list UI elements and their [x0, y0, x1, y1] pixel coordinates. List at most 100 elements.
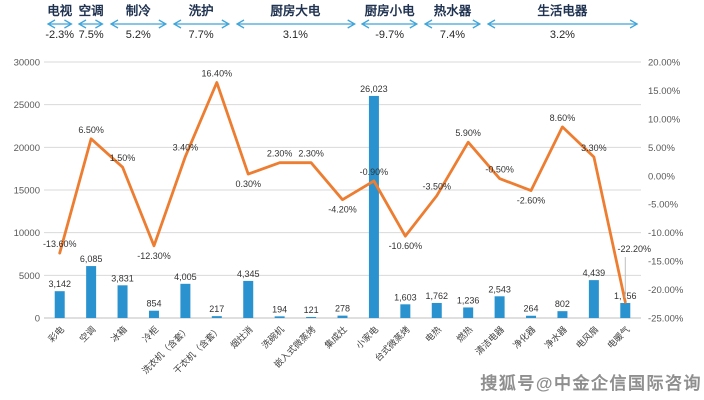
x-axis-category-label: 小家电 — [353, 324, 380, 351]
left-axis-tick-label: 10000 — [14, 228, 40, 239]
x-axis-category-label: 烟灶消 — [228, 324, 255, 351]
bar-value-label: 1,762 — [425, 291, 448, 301]
line-value-label: 1.50% — [110, 153, 136, 163]
line-value-label: 0.30% — [235, 179, 261, 189]
right-axis-tick-label: -25.00% — [648, 314, 684, 325]
bar — [274, 316, 285, 318]
category-band: 厨房大电 3.1% — [233, 4, 359, 52]
range-arrow-icon — [235, 19, 356, 29]
bar-value-label: 26,023 — [360, 84, 388, 94]
bar-value-label: 121 — [304, 305, 319, 315]
bar — [526, 315, 537, 318]
x-axis-category-label: 清洁电器 — [473, 324, 506, 357]
bar-value-label: 854 — [146, 299, 161, 309]
bar-value-label: 217 — [209, 304, 224, 314]
range-arrow-icon — [360, 19, 419, 29]
line-value-label: -12.30% — [137, 251, 171, 261]
line-value-label: -4.20% — [328, 205, 357, 215]
line-value-label: 16.40% — [202, 68, 233, 78]
x-axis-category-label: 电热 — [423, 324, 444, 345]
category-band-growth: 3.2% — [549, 29, 575, 41]
category-band: 生活电器 3.2% — [484, 4, 641, 52]
category-band-label: 热水器 — [433, 4, 472, 18]
category-band-growth: 3.1% — [282, 29, 308, 41]
bar-value-label: 6,085 — [80, 254, 103, 264]
bar — [117, 285, 128, 318]
right-axis-tick-label: 15.00% — [648, 86, 681, 97]
bar-value-label: 2,543 — [488, 284, 511, 294]
category-band: 电视 -2.3% — [44, 4, 75, 52]
bar — [148, 310, 159, 318]
category-band-label: 空调 — [78, 4, 104, 18]
category-band-label: 电视 — [47, 4, 73, 18]
line-value-label: -2.60% — [517, 196, 546, 206]
category-band-label: 生活电器 — [537, 4, 588, 18]
right-axis-tick-label: -5.00% — [648, 200, 679, 211]
category-band-growth: 7.4% — [439, 29, 465, 41]
line-value-label: -0.50% — [485, 165, 514, 175]
left-axis-tick-label: 5000 — [19, 271, 40, 282]
range-arrow-icon — [78, 19, 105, 29]
bar — [211, 316, 222, 318]
line-value-label: -3.50% — [422, 182, 451, 192]
x-axis-category-label: 电暖气 — [605, 324, 632, 351]
line-value-label: -22.20% — [618, 244, 652, 254]
bar-value-label: 802 — [555, 299, 570, 309]
bar — [180, 283, 191, 318]
category-band-growth: -9.7% — [375, 29, 404, 41]
line-value-label: -0.90% — [360, 167, 389, 177]
bar-value-label: 4,345 — [237, 269, 260, 279]
range-arrow-icon — [46, 19, 73, 29]
bar-value-label: 1,603 — [394, 292, 417, 302]
x-axis-category-label: 净水器 — [542, 324, 569, 351]
x-axis-category-label: 空调 — [77, 324, 98, 345]
line-value-label: 3.40% — [173, 142, 199, 152]
line-value-label: 3.30% — [581, 143, 607, 153]
right-axis-tick-label: -10.00% — [648, 228, 684, 239]
line-value-label: 2.30% — [267, 149, 293, 159]
category-band: 热水器 7.4% — [421, 4, 484, 52]
x-axis-category-label: 净化器 — [511, 324, 538, 351]
category-band-label: 厨房大电 — [270, 4, 321, 18]
range-arrow-icon — [486, 19, 639, 29]
category-band-label: 厨房小电 — [364, 4, 415, 18]
bar — [54, 291, 65, 318]
x-axis-category-label: 洗碗机 — [259, 324, 286, 351]
bar — [368, 95, 379, 318]
category-band: 空调 7.5% — [75, 4, 106, 52]
category-band: 制冷 5.2% — [107, 4, 170, 52]
bar — [243, 280, 254, 318]
range-arrow-icon — [172, 19, 230, 29]
category-band-label: 洗护 — [188, 4, 214, 18]
line-value-label: 2.30% — [298, 149, 324, 159]
bar-value-label: 3,142 — [48, 279, 71, 289]
right-axis-tick-label: -20.00% — [648, 285, 684, 296]
category-band-growth: 5.2% — [125, 29, 151, 41]
bar-value-label: 278 — [335, 304, 350, 314]
right-axis-tick-label: 0.00% — [648, 171, 675, 182]
bar — [337, 315, 348, 318]
growth-line — [58, 81, 627, 304]
bar — [86, 266, 97, 318]
bar — [557, 311, 568, 318]
right-axis-tick-label: 10.00% — [648, 114, 681, 125]
x-axis-category-label: 电风扇 — [573, 324, 600, 351]
range-arrow-icon — [109, 19, 167, 29]
left-axis-tick-label: 15000 — [14, 186, 40, 197]
range-arrow-icon — [423, 19, 482, 29]
left-axis-tick-label: 20000 — [14, 143, 40, 154]
line-value-label: -10.60% — [389, 241, 423, 251]
x-axis-category-label: 集成灶 — [322, 324, 349, 351]
category-band-growth: -2.3% — [45, 29, 75, 41]
x-axis-category-label: 燃热 — [454, 324, 475, 345]
watermark: 搜狐号@中金企信国际咨询 — [480, 374, 702, 393]
category-band-growth: 7.5% — [78, 29, 104, 41]
bar-value-label: 1,236 — [457, 295, 480, 305]
right-axis-tick-label: 5.00% — [648, 143, 675, 154]
category-band: 洗护 7.7% — [170, 4, 233, 52]
bar-value-label: 4,005 — [174, 272, 197, 282]
bar-value-label: 4,439 — [583, 268, 606, 278]
x-axis-category-label: 彩电 — [46, 324, 67, 345]
